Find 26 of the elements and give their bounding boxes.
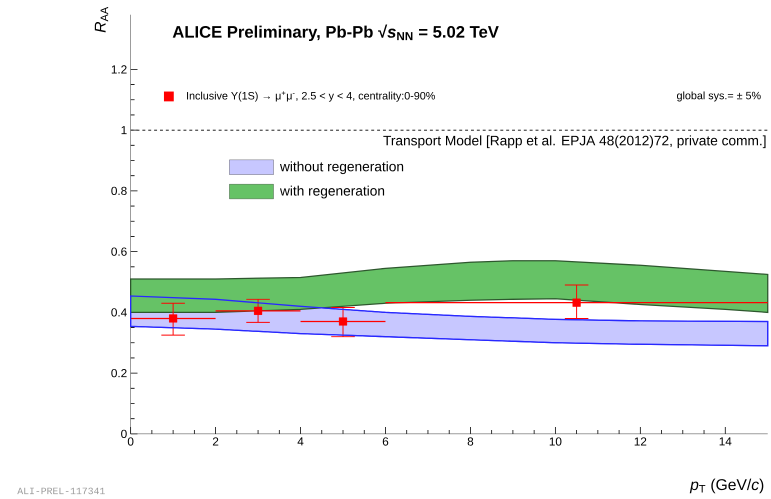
y-tick-label: 0.8: [111, 186, 127, 196]
legend-title: Transport Model [Rapp et al. EPJA 48(2012)72, private comm.]: [383, 136, 766, 148]
x-tick-label: 12: [634, 438, 646, 446]
point: [572, 298, 581, 307]
x-tick-label: 8: [468, 438, 474, 446]
text: ALI-PREL-117341: [17, 488, 105, 494]
y-axis-title: R$_{AA}$: [94, 7, 108, 32]
y-tick-label: 1.2: [112, 65, 127, 74]
annotation: global sys.= ± 5%: [677, 92, 761, 102]
x-tick-label: 2: [212, 438, 218, 446]
legend-label: without regeneration: [280, 161, 404, 174]
x-tick-label: 0: [128, 438, 134, 446]
y-tick-label: 1: [122, 126, 127, 134]
x-tick-label: 4: [298, 438, 304, 446]
x-axis-title: p$_{T}$ (GeV/c): [690, 478, 764, 494]
x-tick-label: 6: [382, 438, 388, 446]
x-tick-label: 14: [720, 438, 732, 446]
y-tick-label: 0.6: [111, 248, 127, 256]
legend-label: with regeneration: [280, 186, 384, 199]
legend-label: Inclusive Υ(1S) → μ$^{+}$μ$^{-}$, 2.5 < y < 4, centrality:0-90%: [187, 91, 435, 102]
x-tick-label: 10: [550, 438, 562, 446]
y-tick-label: 0.2: [111, 369, 127, 378]
y-tick-label: 0: [121, 430, 127, 438]
y-tick-label: 0.4: [111, 308, 127, 317]
text: ALICE Preliminary, Pb-Pb √s$_{NN}$ = 5.02 TeV: [172, 24, 499, 42]
point: [169, 314, 178, 323]
